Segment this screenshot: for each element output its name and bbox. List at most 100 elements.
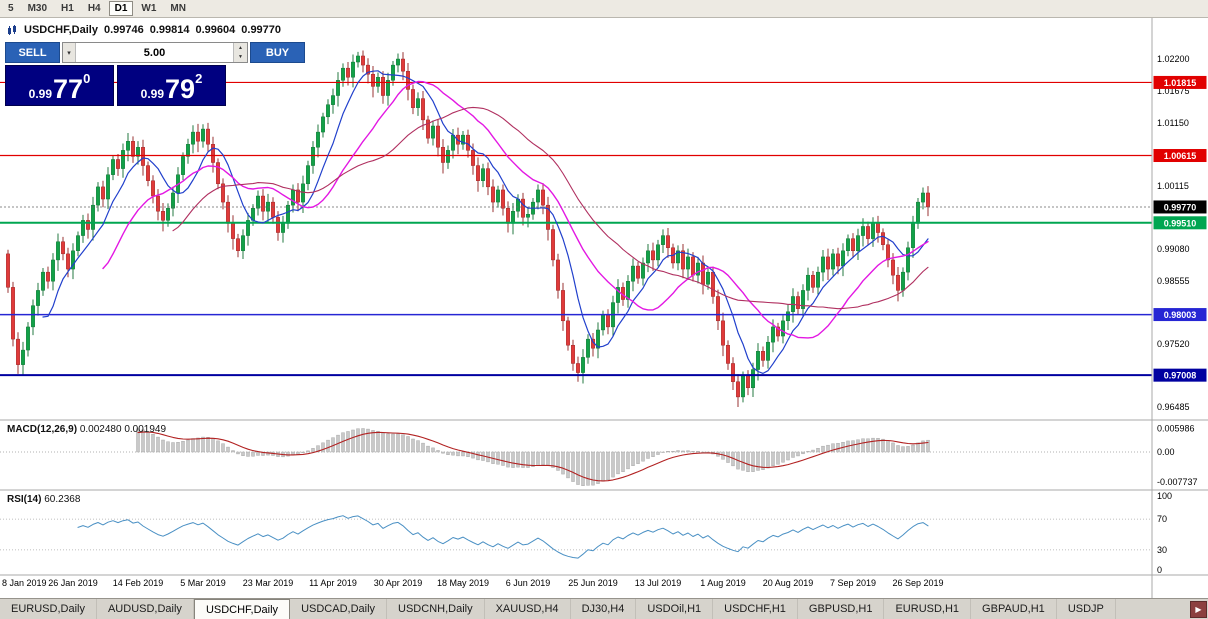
rsi-value: 60.2368: [44, 494, 81, 505]
buy-price-sup: 2: [195, 71, 203, 86]
ohlc-high: 0.99814: [149, 24, 190, 36]
rsi-axis-tick: 0: [1157, 565, 1162, 575]
volume-dropdown-button[interactable]: ▾: [63, 43, 76, 62]
date-label: 25 Jun 2019: [568, 578, 618, 588]
rsi-indicator-label: RSI(14) 60.2368: [7, 494, 80, 505]
date-label: 11 Apr 2019: [309, 578, 357, 588]
date-label: 20 Aug 2019: [763, 578, 814, 588]
timeframe-button-5[interactable]: 5: [2, 1, 20, 16]
level-badge: [1153, 368, 1207, 382]
macd-axis-tick: -0.007737: [1157, 477, 1198, 487]
horizontal-levels: [0, 81, 1152, 377]
timeframe-button-d1[interactable]: D1: [108, 1, 134, 16]
level-label: 1.01815: [1164, 78, 1197, 88]
level-badge: [1153, 149, 1207, 163]
chart-tab-usdcnh-daily[interactable]: USDCNH,Daily: [387, 599, 485, 619]
buy-price-prefix: 0.99: [140, 87, 165, 102]
level-label: 0.99510: [1164, 218, 1197, 228]
macd-value-signal: 0.001949: [124, 424, 167, 435]
price-chart[interactable]: 1.02200 1.01675 1.01150 1.00115 0.99080 0.985…: [0, 18, 1208, 598]
chart-tab-dj30-h4[interactable]: DJ30,H4: [571, 599, 637, 619]
macd-axis-tick: 0.00: [1157, 447, 1175, 457]
buy-button[interactable]: BUY: [250, 42, 305, 63]
chart-tab-bar: EURUSD,Daily AUDUSD,Daily USDCHF,Daily USDC…: [0, 598, 1208, 619]
sell-button[interactable]: SELL: [5, 42, 60, 63]
timeframe-toolbar: 5 M30 H1 H4 D1 W1 MN: [0, 0, 1208, 18]
macd-axis-tick: 0.005986: [1157, 424, 1195, 434]
chart-symbol: USDCHF,Daily: [24, 24, 98, 36]
level-badge: [1153, 75, 1207, 89]
date-label: 5 Mar 2019: [180, 578, 226, 588]
date-label: 14 Feb 2019: [113, 578, 164, 588]
chart-tabs: EURUSD,Daily AUDUSD,Daily USDCHF,Daily USDC…: [0, 599, 1116, 619]
rsi-panel: [0, 515, 1152, 559]
date-label: 13 Jul 2019: [635, 578, 682, 588]
date-label: 1 Aug 2019: [700, 578, 746, 588]
date-label: 30 Apr 2019: [374, 578, 423, 588]
sell-price-big: 77: [53, 74, 84, 105]
date-label: 26 Sep 2019: [892, 578, 943, 588]
macd-panel: [0, 428, 1152, 486]
timeframe-button-h4[interactable]: H4: [82, 1, 107, 16]
volume-up-button[interactable]: ▲: [234, 43, 247, 53]
rsi-axis-tick: 30: [1157, 545, 1167, 555]
chart-tab-eurusd-h1[interactable]: EURUSD,H1: [884, 599, 972, 619]
one-click-trading-panel: SELL ▾ ▲ ▼ BUY 0.99 77 0 0.99 79 2: [5, 42, 305, 106]
rsi-axis-tick: 100: [1157, 491, 1172, 501]
level-badge: [1153, 308, 1207, 322]
current-price-badge: [1153, 200, 1207, 214]
tab-scroll-right-button[interactable]: ▶: [1190, 601, 1207, 618]
ohlc-close: 0.99770: [241, 24, 282, 36]
chart-tab-eurusd-daily[interactable]: EURUSD,Daily: [0, 599, 97, 619]
macd-indicator-label: MACD(12,26,9) 0.002480 0.001949: [7, 424, 166, 435]
timeframe-button-w1[interactable]: W1: [135, 1, 162, 16]
sell-price-prefix: 0.99: [28, 87, 53, 102]
timeframe-button-h1[interactable]: H1: [55, 1, 80, 16]
volume-input[interactable]: [76, 43, 233, 62]
chart-tab-usdcad-daily[interactable]: USDCAD,Daily: [290, 599, 388, 619]
chart-tab-gbpusd-h1[interactable]: GBPUSD,H1: [798, 599, 885, 619]
price-axis-tick: 1.02200: [1157, 54, 1190, 64]
date-label: 7 Sep 2019: [830, 578, 876, 588]
chart-tab-xauusd-h4[interactable]: XAUUSD,H4: [485, 599, 571, 619]
chart-tab-usdchf-h1[interactable]: USDCHF,H1: [713, 599, 798, 619]
timeframe-button-m30[interactable]: M30: [22, 1, 53, 16]
date-axis: 8 Jan 2019 26 Jan 2019 14 Feb 2019 5 Mar 20…: [2, 578, 944, 588]
price-axis-tick: 0.98555: [1157, 276, 1190, 286]
price-axis-tick: 1.00115: [1157, 181, 1189, 191]
macd-name: MACD(12,26,9): [7, 424, 78, 435]
price-axis-tick: 0.96485: [1157, 402, 1190, 412]
chart-tab-usdoil-h1[interactable]: USDOil,H1: [636, 599, 714, 619]
chart-tab-usdchf-daily[interactable]: USDCHF,Daily: [193, 599, 291, 619]
sell-price-button[interactable]: 0.99 77 0: [5, 65, 114, 106]
rsi-name: RSI(14): [7, 494, 42, 505]
level-label: 0.98003: [1164, 310, 1197, 320]
chart-frame: [0, 18, 1208, 598]
price-axis-tick: 0.97520: [1157, 339, 1190, 349]
date-label: 6 Jun 2019: [506, 578, 551, 588]
volume-stepper: ▾ ▲ ▼: [62, 42, 248, 63]
macd-value-main: 0.002480: [79, 424, 122, 435]
ohlc-low: 0.99604: [195, 24, 236, 36]
chart-tab-usdjp[interactable]: USDJP: [1057, 599, 1116, 619]
date-label: 8 Jan 2019: [2, 578, 47, 588]
date-label: 18 May 2019: [437, 578, 489, 588]
price-axis: 1.02200 1.01675 1.01150 1.00115 0.99080 0.985…: [1153, 54, 1207, 575]
level-badge: [1153, 216, 1207, 230]
chart-tab-audusd-daily[interactable]: AUDUSD,Daily: [97, 599, 194, 619]
level-label: 0.97008: [1164, 371, 1197, 381]
chart-window: 1.02200 1.01675 1.01150 1.00115 0.99080 0.985…: [0, 18, 1208, 598]
current-price-label: 0.99770: [1164, 202, 1197, 212]
moving-average-lines: [42, 70, 929, 374]
chart-tab-gbpaud-h1[interactable]: GBPAUD,H1: [971, 599, 1057, 619]
date-label: 23 Mar 2019: [243, 578, 294, 588]
rsi-axis-tick: 70: [1157, 514, 1167, 524]
buy-price-button[interactable]: 0.99 79 2: [117, 65, 226, 106]
price-axis-tick: 0.99080: [1157, 244, 1190, 254]
chart-title: USDCHF,Daily 0.99746 0.99814 0.99604 0.9…: [7, 24, 281, 36]
volume-spinner: ▲ ▼: [233, 43, 247, 62]
volume-down-button[interactable]: ▼: [234, 52, 247, 62]
timeframe-button-mn[interactable]: MN: [164, 1, 192, 16]
sell-price-sup: 0: [83, 71, 91, 86]
price-axis-tick: 1.01150: [1157, 118, 1189, 128]
